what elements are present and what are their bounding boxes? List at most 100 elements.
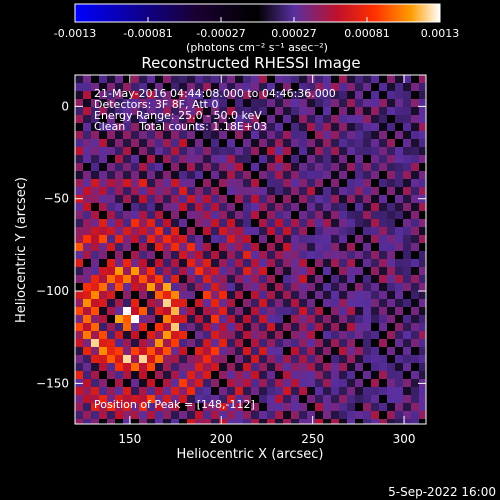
heatmap-cell: [267, 339, 275, 347]
heatmap-cell: [219, 339, 227, 347]
heatmap-cell: [243, 115, 251, 123]
heatmap-cell: [403, 363, 411, 371]
heatmap-cell: [139, 347, 147, 355]
heatmap-cell: [363, 275, 371, 283]
heatmap-cell: [267, 411, 275, 419]
heatmap-cell: [211, 299, 219, 307]
heatmap-cell: [131, 123, 139, 131]
heatmap-cell: [107, 147, 115, 155]
heatmap-cell: [131, 99, 139, 107]
heatmap-cell: [363, 363, 371, 371]
heatmap-cell: [307, 99, 315, 107]
heatmap-cell: [139, 227, 147, 235]
heatmap-cell: [195, 395, 203, 403]
heatmap-cell: [403, 115, 411, 123]
heatmap-cell: [147, 211, 155, 219]
heatmap-cell: [147, 323, 155, 331]
heatmap-cell: [259, 355, 267, 363]
heatmap-cell: [339, 227, 347, 235]
heatmap-cell: [283, 323, 291, 331]
heatmap-cell: [219, 299, 227, 307]
heatmap-cell: [83, 99, 91, 107]
heatmap-cell: [147, 75, 155, 83]
heatmap-cell: [155, 243, 163, 251]
heatmap-cell: [291, 99, 299, 107]
heatmap-cell: [155, 147, 163, 155]
heatmap-cell: [371, 291, 379, 299]
heatmap-cell: [251, 115, 259, 123]
heatmap-cell: [291, 107, 299, 115]
heatmap-cell: [347, 323, 355, 331]
heatmap-cell: [163, 339, 171, 347]
heatmap-cell: [219, 275, 227, 283]
heatmap-cell: [131, 251, 139, 259]
heatmap-cell: [243, 75, 251, 83]
heatmap-cell: [235, 123, 243, 131]
heatmap-cell: [163, 155, 171, 163]
heatmap-cell: [251, 323, 259, 331]
heatmap-cell: [195, 331, 203, 339]
heatmap-cell: [107, 179, 115, 187]
heatmap-cell: [315, 139, 323, 147]
heatmap-cell: [371, 331, 379, 339]
heatmap-cell: [187, 315, 195, 323]
heatmap-cell: [235, 131, 243, 139]
heatmap-cell: [395, 163, 403, 171]
heatmap-cell: [267, 243, 275, 251]
heatmap-cell: [347, 395, 355, 403]
heatmap-cell: [115, 347, 123, 355]
heatmap-cell: [107, 371, 115, 379]
heatmap-cell: [171, 291, 179, 299]
heatmap-cell: [299, 187, 307, 195]
heatmap-cell: [387, 187, 395, 195]
heatmap-cell: [283, 347, 291, 355]
heatmap-cell: [299, 147, 307, 155]
heatmap-cell: [283, 203, 291, 211]
heatmap-cell: [299, 307, 307, 315]
heatmap-cell: [227, 275, 235, 283]
heatmap-cell: [339, 131, 347, 139]
heatmap-cell: [219, 267, 227, 275]
heatmap-cell: [315, 323, 323, 331]
heatmap-cell: [235, 171, 243, 179]
heatmap-cell: [355, 243, 363, 251]
heatmap-cell: [299, 267, 307, 275]
heatmap-cell: [291, 307, 299, 315]
heatmap-cell: [307, 403, 315, 411]
heatmap-cell: [235, 259, 243, 267]
heatmap-cell: [395, 75, 403, 83]
heatmap-cell: [275, 355, 283, 363]
heatmap-cell: [91, 219, 99, 227]
heatmap-cell: [211, 171, 219, 179]
heatmap-cell: [371, 123, 379, 131]
heatmap-cell: [307, 347, 315, 355]
heatmap-cell: [147, 147, 155, 155]
heatmap-cell: [155, 331, 163, 339]
heatmap-cell: [123, 147, 131, 155]
heatmap-cell: [187, 91, 195, 99]
heatmap-cell: [227, 235, 235, 243]
heatmap-cell: [251, 131, 259, 139]
heatmap-cell: [171, 227, 179, 235]
heatmap-cell: [259, 331, 267, 339]
heatmap-cell: [419, 283, 426, 291]
heatmap-cell: [203, 187, 211, 195]
heatmap-cell: [155, 91, 163, 99]
heatmap-cell: [403, 219, 411, 227]
heatmap-cell: [339, 315, 347, 323]
heatmap-cell: [355, 307, 363, 315]
heatmap-cell: [355, 331, 363, 339]
heatmap-cell: [395, 315, 403, 323]
heatmap-cell: [259, 307, 267, 315]
heatmap-cell: [259, 411, 267, 419]
heatmap-cell: [91, 315, 99, 323]
heatmap-cell: [275, 211, 283, 219]
heatmap-cell: [163, 195, 171, 203]
heatmap-cell: [195, 91, 203, 99]
heatmap-cell: [347, 195, 355, 203]
heatmap-cell: [211, 387, 219, 395]
heatmap-cell: [267, 275, 275, 283]
heatmap-cell: [371, 371, 379, 379]
heatmap-cell: [107, 107, 115, 115]
heatmap-cell: [115, 99, 123, 107]
